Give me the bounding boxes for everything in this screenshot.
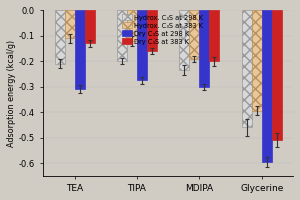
Bar [55,10,64,64]
Bar [117,10,127,61]
Bar [200,10,209,87]
Bar [242,10,252,127]
Bar [189,10,200,59]
Bar [179,10,189,70]
Y-axis label: Adsorption energy (kcal/g): Adsorption energy (kcal/g) [7,40,16,147]
Bar [74,10,85,89]
Bar [262,10,272,162]
Bar [127,10,137,41]
Bar [85,10,94,44]
Bar [64,10,74,38]
Bar [137,10,147,80]
Legend: Hydrox. C₃S at 298 K, Hydrox. C₃S at 383 K, Dry C₃S at 298 K, Dry C₃S at 383 K: Hydrox. C₃S at 298 K, Hydrox. C₃S at 383… [122,14,203,45]
Bar [272,10,282,140]
Bar [252,10,262,111]
Bar [209,10,219,61]
Bar [147,10,157,51]
